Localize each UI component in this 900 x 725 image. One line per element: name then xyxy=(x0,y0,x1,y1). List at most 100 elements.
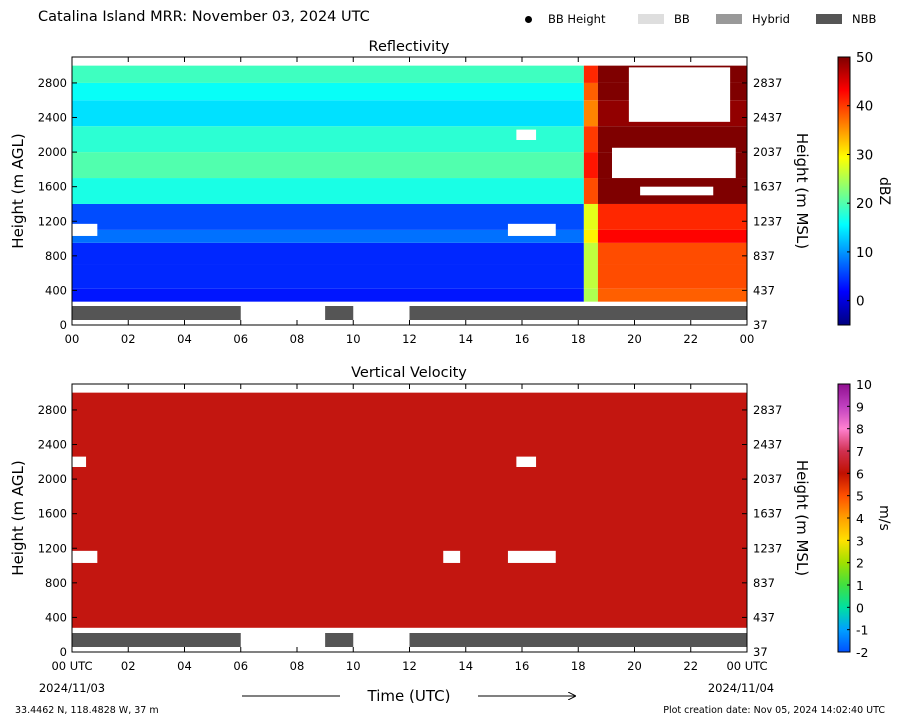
bb-class-segment xyxy=(72,633,241,647)
y-tick-label: 1600 xyxy=(38,180,67,194)
heatmap-cell xyxy=(72,152,584,179)
y2-axis-label: Height (m MSL) xyxy=(793,460,811,576)
legend-hybrid: Hybrid xyxy=(716,12,790,26)
y-ticks: 0 400 800 1200 1600 2000 2400 2800 xyxy=(38,403,77,659)
x-tick-label: 04 xyxy=(177,332,192,346)
velocity-bb-bar xyxy=(72,633,747,647)
y-tick-label: 0 xyxy=(60,318,67,332)
y-tick-label: 1200 xyxy=(38,214,67,228)
y-tick-label: 800 xyxy=(45,249,67,263)
y-tick-label: 400 xyxy=(45,283,67,297)
heatmap-cell xyxy=(72,229,584,243)
colorbar-label: dBZ xyxy=(876,177,892,205)
velocity-heatmap xyxy=(72,392,747,628)
legend-label: NBB xyxy=(852,12,877,26)
bb-class-segment xyxy=(325,633,354,647)
reflectivity-heatmap xyxy=(72,65,747,302)
x-tick-label: 02 xyxy=(121,332,136,346)
heatmap-cell xyxy=(72,203,584,230)
colorbar-tick-label: 10 xyxy=(856,245,873,261)
legend-label: Hybrid xyxy=(752,12,790,26)
heatmap-cell xyxy=(597,242,747,265)
reflectivity-colorbar xyxy=(837,56,851,326)
colorbar-label: m/s xyxy=(876,505,892,531)
heatmap-cell xyxy=(597,288,747,302)
y2-tick-label: 1637 xyxy=(753,180,782,194)
y2-ticks: 37 437 837 1237 1637 2037 2437 2837 xyxy=(742,76,782,332)
velocity-gaps xyxy=(72,456,556,563)
heatmap-cell xyxy=(72,178,584,204)
y2-tick-label: 437 xyxy=(753,610,775,624)
x-tick-label: 22 xyxy=(683,332,698,346)
x-tick-label: 16 xyxy=(515,332,530,346)
x-tick-label: 18 xyxy=(571,332,586,346)
reflectivity-gaps xyxy=(72,67,736,236)
heatmap-cell xyxy=(583,229,598,243)
heatmap-cell xyxy=(72,242,584,265)
heatmap-cell xyxy=(72,65,584,83)
colorbar-tick-label: -2 xyxy=(856,645,868,660)
heatmap-cell xyxy=(583,288,598,302)
date-label-end: 2024/11/04 xyxy=(708,681,774,695)
colorbar-tick-label: 7 xyxy=(856,444,864,459)
x-tick-label: 10 xyxy=(346,659,361,673)
y2-axis-label: Height (m MSL) xyxy=(793,133,811,249)
colorbar-tick-label: 0 xyxy=(856,600,864,615)
heatmap-cell xyxy=(583,100,598,127)
y-tick-label: 400 xyxy=(45,610,67,624)
x-tick-label: 22 xyxy=(683,659,698,673)
y2-tick-label: 2437 xyxy=(753,438,782,452)
y2-tick-label: 37 xyxy=(753,645,768,659)
heatmap-cell xyxy=(583,65,598,83)
y-tick-label: 2800 xyxy=(38,403,67,417)
x-tick-label: 06 xyxy=(233,659,248,673)
heatmap-cell xyxy=(597,264,747,289)
y-axis-label: Height (m AGL) xyxy=(9,133,27,248)
colorbar-tick-label: 1 xyxy=(856,578,864,593)
x-tick-label: 00 xyxy=(65,332,80,346)
colorbar-ticks: -2 -1 0 1 2 3 4 5 6 7 8 9 10 xyxy=(847,377,872,660)
no-data-gap xyxy=(72,223,98,236)
y-tick-label: 1200 xyxy=(38,541,67,555)
colorbar-tick-label: 4 xyxy=(856,511,864,526)
colorbar-tick-label: -1 xyxy=(856,623,868,638)
heatmap-cell xyxy=(72,100,584,127)
x-tick-label: 20 xyxy=(627,659,642,673)
vertical-velocity-panel: Vertical Velocity 00 UTC 02 04 06 08 10 12 14 16… xyxy=(9,365,892,705)
legend-nbb: NBB xyxy=(816,12,876,26)
legend-bb: BB xyxy=(638,12,690,26)
page-title: Catalina Island MRR: November 03, 2024 U… xyxy=(38,9,370,25)
no-data-gap xyxy=(640,186,714,196)
colorbar-tick-label: 2 xyxy=(856,556,864,571)
legend-label: BB xyxy=(674,12,690,26)
colorbar-tick-label: 6 xyxy=(856,466,864,481)
colorbar-tick-label: 0 xyxy=(856,294,865,310)
colorbar-tick-label: 9 xyxy=(856,399,864,414)
y-tick-label: 800 xyxy=(45,576,67,590)
x-tick-label: 14 xyxy=(458,659,473,673)
bb-height-dot-icon xyxy=(525,15,532,23)
x-tick-label: 20 xyxy=(627,332,642,346)
y2-tick-label: 437 xyxy=(753,283,775,297)
panel-title: Reflectivity xyxy=(369,39,450,55)
y-tick-label: 2400 xyxy=(38,111,67,125)
colorbar-tick-label: 8 xyxy=(856,422,864,437)
y-tick-label: 0 xyxy=(60,645,67,659)
heatmap-cell xyxy=(583,126,598,153)
x-tick-label: 12 xyxy=(402,659,417,673)
x-tick-label: 18 xyxy=(571,659,586,673)
heatmap-cell xyxy=(583,264,598,289)
x-tick-label: 12 xyxy=(402,332,417,346)
colorbar-tick-label: 5 xyxy=(856,489,864,504)
heatmap-cell xyxy=(583,82,598,101)
no-data-gap xyxy=(516,129,537,140)
x-tick-label: 08 xyxy=(290,659,305,673)
nbb-swatch-icon xyxy=(816,14,842,24)
no-data-gap xyxy=(612,147,736,179)
colorbar-tick-label: 50 xyxy=(856,50,873,66)
panel-title: Vertical Velocity xyxy=(351,365,467,381)
colorbar-tick-label: 40 xyxy=(856,99,873,115)
heatmap-cell xyxy=(597,229,747,243)
reflectivity-bb-bar xyxy=(72,306,747,320)
